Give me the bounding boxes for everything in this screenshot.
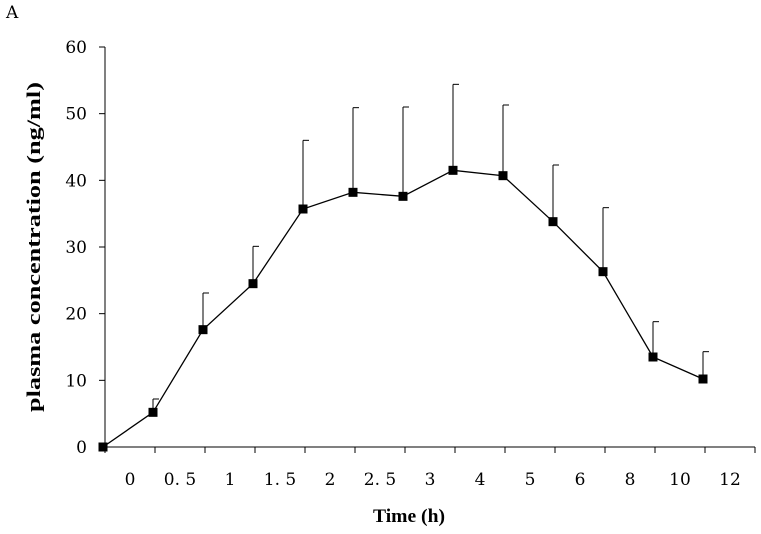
series-line	[102, 169, 704, 448]
x-axis-title: Time (h)	[373, 506, 445, 527]
x-tick-label: 10	[669, 470, 691, 490]
series-group	[102, 169, 704, 448]
markers	[98, 165, 708, 452]
x-tick-label: 8	[625, 470, 636, 490]
x-tick-label: 1. 5	[264, 470, 296, 490]
x-tick-label: 0. 5	[164, 470, 196, 490]
x-tick-label: 2	[325, 470, 336, 490]
data-point	[498, 171, 508, 181]
x-tick-label: 6	[575, 470, 586, 490]
data-point	[598, 267, 608, 277]
data-point	[198, 325, 208, 335]
data-point	[698, 374, 708, 384]
y-tick-label: 20	[65, 305, 87, 325]
x-tick-label: 4	[475, 470, 486, 490]
x-tick-label: 1	[225, 470, 236, 490]
y-axis: 0 10 20 30 40 50 60	[65, 38, 106, 458]
data-point	[548, 217, 558, 227]
data-point	[148, 407, 158, 417]
y-tick-label: 10	[65, 371, 87, 391]
x-tick-label: 2. 5	[364, 470, 396, 490]
data-point	[448, 165, 458, 175]
x-axis: 0 0. 5 1 1. 5 2 2. 5 3 4 5 6 8 10 12	[104, 446, 756, 490]
y-tick-label: 0	[76, 438, 87, 458]
data-point	[298, 204, 308, 214]
data-point	[648, 352, 658, 362]
y-axis-title: plasma concentration (ng/ml)	[24, 82, 45, 412]
error-bars	[152, 83, 709, 413]
data-point	[248, 279, 258, 289]
x-tick-label: 5	[525, 470, 536, 490]
y-tick-label: 60	[65, 38, 87, 58]
data-point	[98, 442, 108, 452]
x-tick-label: 0	[125, 470, 136, 490]
y-tick-label: 40	[65, 171, 87, 191]
x-tick-label: 3	[425, 470, 436, 490]
y-tick-label: 50	[65, 105, 87, 125]
panel-label: A	[5, 3, 19, 23]
y-tick-label: 30	[65, 238, 87, 258]
data-point	[398, 191, 408, 201]
data-point	[348, 187, 358, 197]
x-tick-label: 12	[719, 470, 741, 490]
